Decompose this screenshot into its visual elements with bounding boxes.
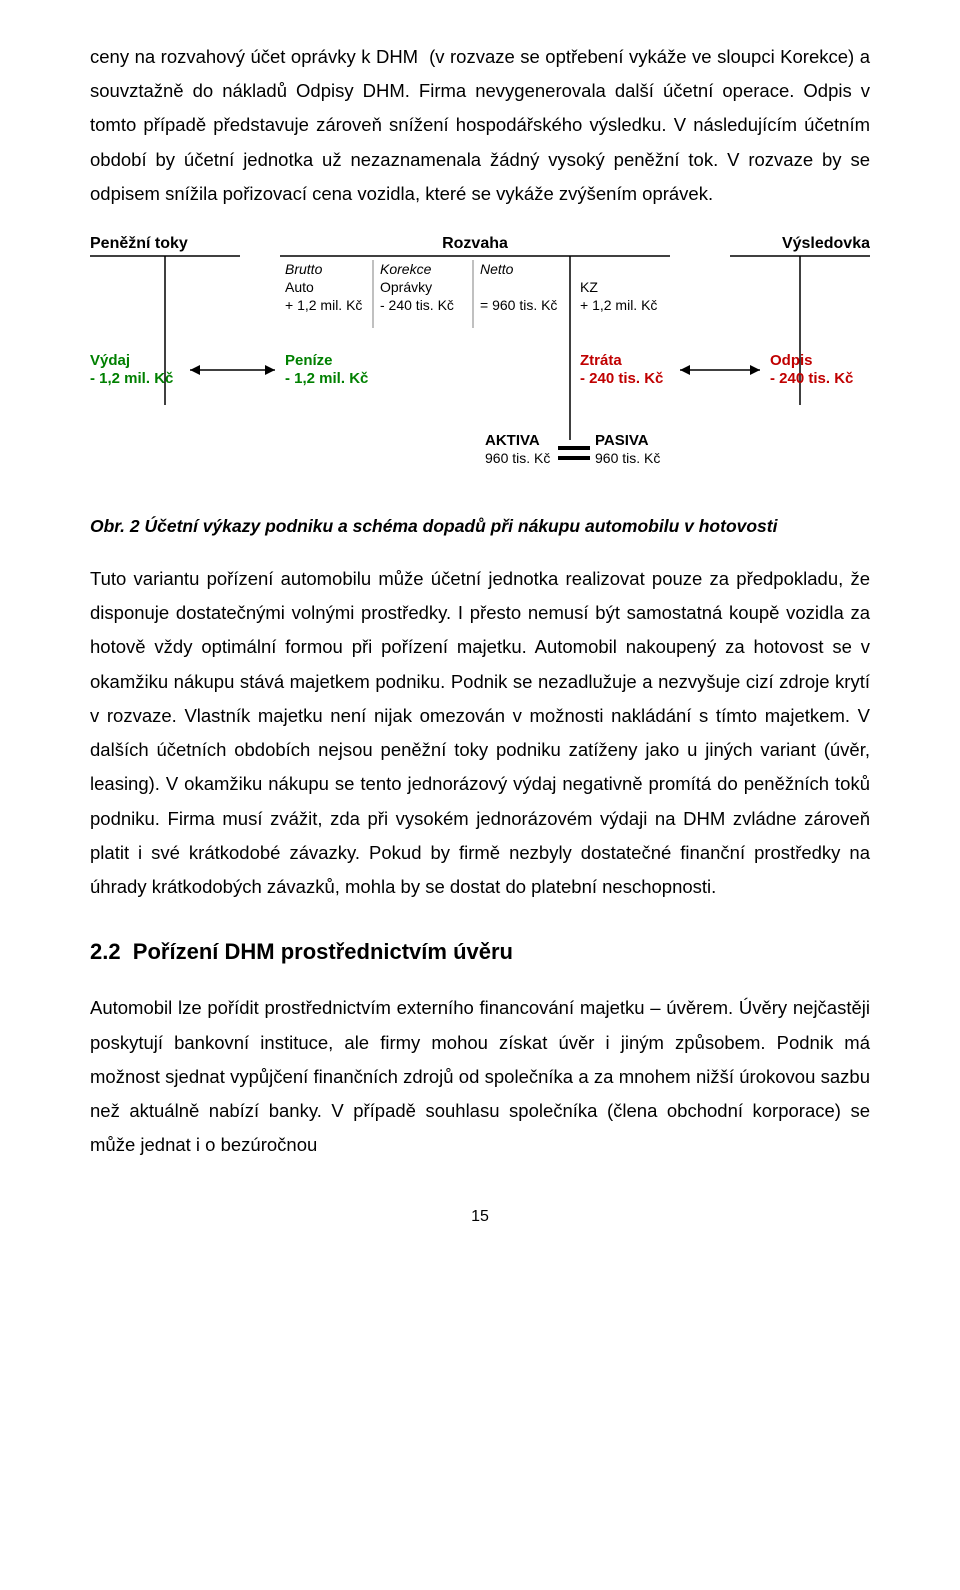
link-l-a2: - 1,2 mil. Kč (90, 370, 173, 387)
title-rz: Rozvaha (442, 235, 508, 252)
link-r-b2: - 240 tis. Kč (770, 370, 853, 387)
rozvaha-col3: Netto (480, 261, 514, 277)
pasiva-label: PASIVA (595, 432, 649, 449)
title-pt: Peněžní toky (90, 235, 188, 252)
figure-diagram: Peněžní toky Rozvaha Výsledovka Brutto K… (90, 230, 870, 485)
rozvaha-r1c4: KZ (580, 279, 598, 295)
figure-caption: Obr. 2 Účetní výkazy podniku a schéma do… (90, 510, 870, 542)
rozvaha-col2: Korekce (380, 261, 432, 277)
link-r-b1: Odpis (770, 352, 813, 369)
diagram-svg: Peněžní toky Rozvaha Výsledovka Brutto K… (90, 230, 870, 485)
paragraph-1: ceny na rozvahový účet oprávky k DHM (v … (90, 40, 870, 211)
link-l-b1: Peníze (285, 352, 333, 369)
rozvaha-r2c2: - 240 tis. Kč (380, 297, 454, 313)
aktiva-label: AKTIVA (485, 432, 540, 449)
rozvaha-col1: Brutto (285, 261, 323, 277)
paragraph-2: Tuto variantu pořízení automobilu může ú… (90, 562, 870, 904)
pasiva-val: 960 tis. Kč (595, 450, 660, 466)
link-r-a2: - 240 tis. Kč (580, 370, 663, 387)
rozvaha-r1c2: Oprávky (380, 279, 432, 295)
title-vs: Výsledovka (782, 235, 870, 252)
link-l-a1: Výdaj (90, 352, 130, 369)
rozvaha-r2c4: + 1,2 mil. Kč (580, 297, 657, 313)
aktiva-val: 960 tis. Kč (485, 450, 550, 466)
paragraph-3: Automobil lze pořídit prostřednictvím ex… (90, 991, 870, 1162)
link-l-b2: - 1,2 mil. Kč (285, 370, 368, 387)
rozvaha-r2c3: = 960 tis. Kč (480, 297, 557, 313)
link-r-a1: Ztráta (580, 352, 622, 369)
section-heading: 2.2 Pořízení DHM prostřednictvím úvěru (90, 932, 870, 973)
rozvaha-r1c1: Auto (285, 279, 314, 295)
page-number: 15 (90, 1202, 870, 1232)
rozvaha-r2c1: + 1,2 mil. Kč (285, 297, 362, 313)
